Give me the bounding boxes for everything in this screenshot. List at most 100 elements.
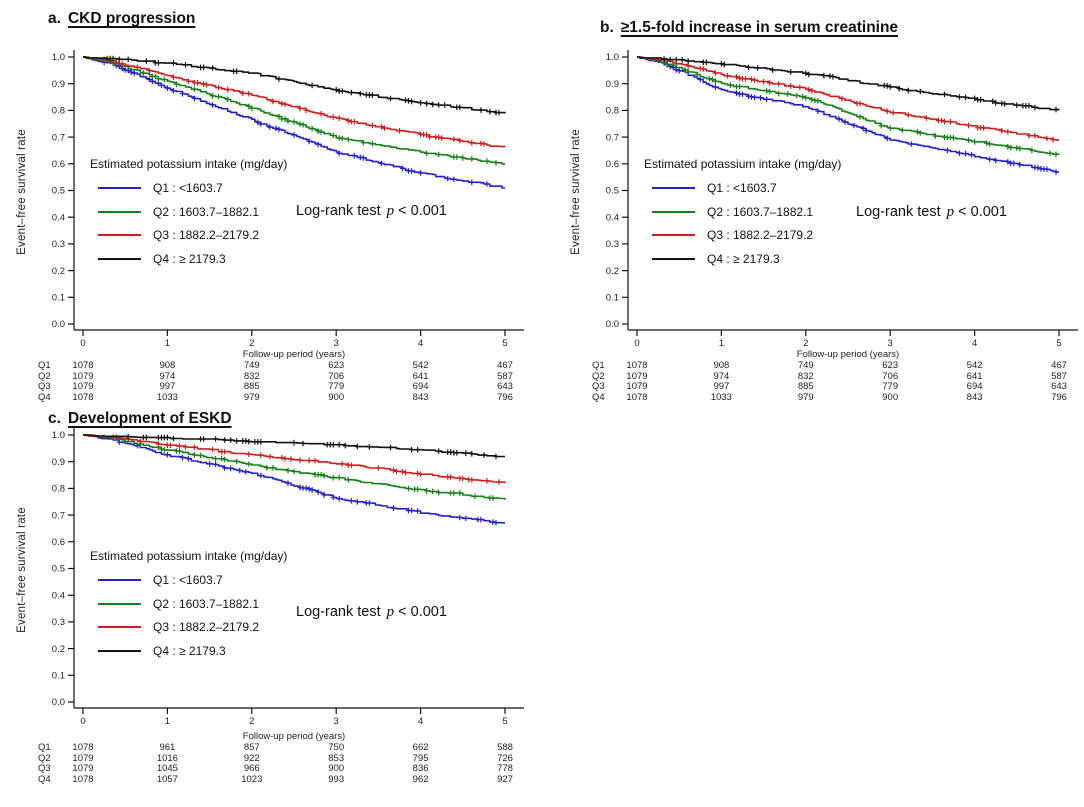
risk-count: 836 <box>412 763 429 775</box>
legend-line-sample <box>98 602 141 605</box>
risk-count: 641 <box>966 370 983 382</box>
km-curve-Q2 <box>637 56 1060 155</box>
panel-title-text: Development of ESKD <box>67 410 232 427</box>
risk-count: 1078 <box>72 773 94 785</box>
legend-item-Q2: Q2 : 1603.7–1882.1 <box>652 205 813 219</box>
y-tick-label: 1.0 <box>606 52 619 63</box>
legend-label: Q3 : 1882.2–2179.2 <box>153 228 260 243</box>
legend-line-sample <box>98 626 141 629</box>
censor-marks-Q3 <box>685 63 1056 143</box>
logrank-value: < 0.001 <box>398 203 447 219</box>
x-tick-label: 1 <box>719 338 724 349</box>
risk-count: 796 <box>497 391 513 403</box>
legend-line-sample <box>652 210 695 213</box>
censor-marks-Q1 <box>116 439 499 526</box>
logrank-p-symbol: p <box>386 203 395 219</box>
y-tick-label: 0.9 <box>606 79 619 90</box>
panel-letter: c. <box>48 410 61 427</box>
risk-row-Q3: Q3 1079 997 885 779 694 643 <box>10 382 558 392</box>
legend-item-Q4: Q4 : ≥ 2179.3 <box>98 252 226 266</box>
x-tick-label: 3 <box>334 716 339 727</box>
risk-count: 643 <box>497 381 513 393</box>
legend-label: Q2 : 1603.7–1882.1 <box>153 204 260 219</box>
y-tick-label: 0.3 <box>52 617 65 628</box>
risk-count: 623 <box>328 360 345 371</box>
censor-marks-Q2 <box>664 61 1059 157</box>
risk-count: 857 <box>243 742 260 753</box>
y-tick-label: 0.2 <box>52 644 65 655</box>
legend: Estimated potassium intake (mg/day) Q1 : … <box>88 549 368 667</box>
risk-row-label: Q1 <box>38 742 51 753</box>
risk-row-Q1: Q1 1078 908 749 623 542 467 <box>10 361 558 371</box>
y-tick-label: 0.5 <box>52 186 65 197</box>
risk-row-label: Q1 <box>38 360 51 371</box>
legend-label: Q1 : <1603.7 <box>153 181 223 195</box>
risk-count: 467 <box>1051 360 1067 371</box>
legend-item-Q2: Q2 : 1603.7–1882.1 <box>98 205 259 219</box>
x-tick-label: 3 <box>888 338 893 349</box>
y-tick-label: 0.7 <box>52 132 65 143</box>
panel-title-text: CKD progression <box>67 10 196 27</box>
risk-row-Q3: Q3 1079 1045 966 900 836 778 <box>10 764 558 774</box>
risk-count: 694 <box>966 381 983 393</box>
censor-marks-Q2 <box>104 58 499 166</box>
risk-count: 922 <box>243 752 260 764</box>
censor-marks-Q4 <box>661 56 1059 113</box>
x-tick-label: 0 <box>634 338 639 349</box>
y-tick-label: 0.2 <box>52 266 65 277</box>
risk-count: 832 <box>243 370 260 382</box>
panel-title: c. Development of ESKD <box>48 410 232 428</box>
x-tick-label: 3 <box>334 338 339 349</box>
risk-row-label: Q2 <box>38 370 51 382</box>
risk-count: 974 <box>713 370 730 382</box>
x-tick-label: 5 <box>502 716 507 727</box>
risk-count: 1033 <box>156 391 178 403</box>
y-tick-label: 0.6 <box>52 537 65 548</box>
x-tick-label: 4 <box>972 338 977 349</box>
y-tick-label: 0.0 <box>606 319 619 330</box>
risk-row-label: Q3 <box>592 381 605 393</box>
y-tick-label: 0.5 <box>606 186 619 197</box>
legend-line-sample <box>98 257 141 260</box>
risk-count: 643 <box>1051 381 1067 393</box>
risk-count: 832 <box>797 370 814 382</box>
legend-line-sample <box>652 187 695 189</box>
risk-row-Q3: Q3 1079 997 885 779 694 643 <box>564 382 1084 392</box>
y-tick-label: 0.9 <box>52 457 65 468</box>
x-axis-title: Follow-up period (years) <box>242 349 346 360</box>
risk-count: 1045 <box>156 763 178 775</box>
panel-letter: b. <box>600 19 614 36</box>
risk-count: 1016 <box>156 752 178 764</box>
legend-label: Q3 : 1882.2–2179.2 <box>707 228 814 243</box>
km-panel-c: c. Development of ESKD Event–free survival… <box>10 378 558 784</box>
risk-count: 974 <box>159 370 176 382</box>
risk-count: 885 <box>243 381 260 393</box>
legend-label: Q1 : <1603.7 <box>707 181 777 195</box>
risk-count: 641 <box>412 370 429 382</box>
risk-row-Q2: Q2 1079 974 832 706 641 587 <box>564 370 1084 382</box>
logrank-text: Log-rank test <box>296 604 381 620</box>
y-tick-label: 0.7 <box>606 132 619 143</box>
risk-count: 467 <box>497 360 513 371</box>
risk-count: 587 <box>497 370 513 382</box>
x-tick-label: 2 <box>803 338 808 349</box>
risk-row-label: Q3 <box>38 381 51 393</box>
risk-count: 779 <box>882 381 899 393</box>
risk-count: 749 <box>797 360 814 371</box>
risk-count: 750 <box>328 742 345 753</box>
y-tick-label: 0.8 <box>52 484 65 495</box>
y-tick-label: 0.9 <box>52 79 65 90</box>
risk-count: 1023 <box>241 773 263 785</box>
y-tick-label: 0.5 <box>52 564 65 575</box>
legend-item-Q4: Q4 : ≥ 2179.3 <box>98 644 226 658</box>
risk-count: 706 <box>882 370 899 382</box>
legend-item-Q1: Q1 : <1603.7 <box>98 573 223 587</box>
risk-count: 962 <box>412 773 429 785</box>
risk-count: 587 <box>1051 370 1067 382</box>
legend-item-Q2: Q2 : 1603.7–1882.1 <box>98 597 259 611</box>
risk-count: 795 <box>412 752 429 764</box>
risk-count: 706 <box>328 370 345 382</box>
legend-label: Q4 : ≥ 2179.3 <box>153 643 226 658</box>
risk-count: 997 <box>713 381 730 393</box>
logrank-value: < 0.001 <box>958 204 1007 220</box>
